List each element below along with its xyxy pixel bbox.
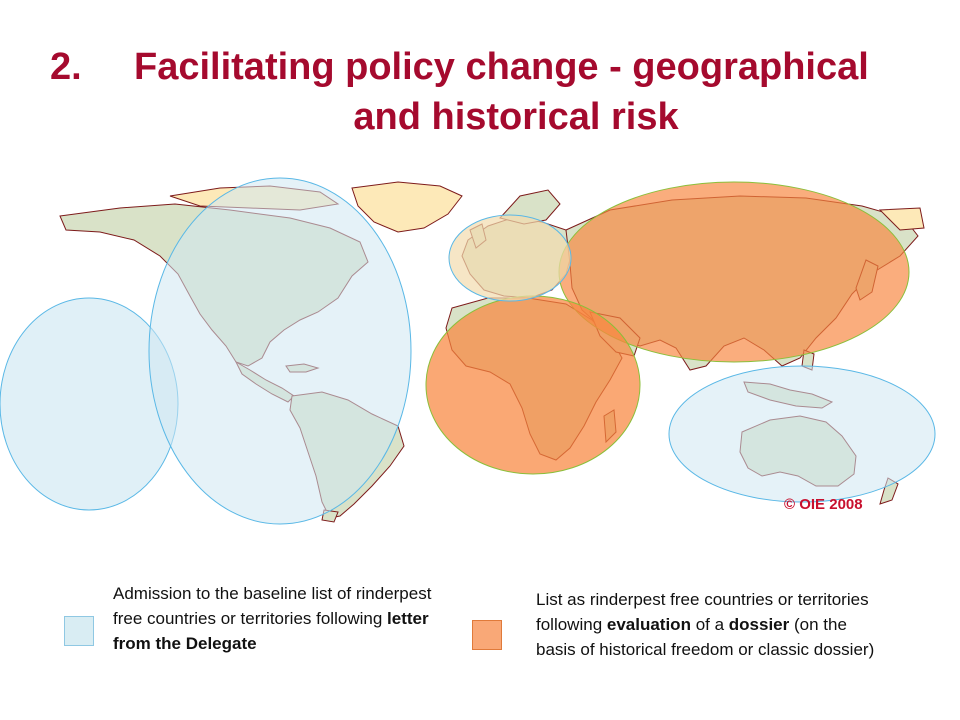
legend-orange-bold-1: evaluation (606, 615, 691, 634)
title-number: 2. (50, 46, 82, 88)
title-line-1: Facilitating policy change - geographica… (134, 46, 869, 88)
orange-zones (425, 181, 910, 475)
blue-zone-americas (148, 177, 412, 525)
land-greenland (351, 181, 463, 233)
blue-zone-oceania (668, 365, 936, 503)
orange-zone-africa (425, 295, 641, 475)
land-arctic-russia (878, 207, 925, 231)
blue-zones (0, 177, 936, 525)
legend-orange-bold-2: dossier (728, 615, 790, 634)
land-new-zealand (879, 477, 899, 505)
legend-text-blue: Admission to the baseline list of rinder… (113, 581, 453, 656)
legend-text-orange: List as rinderpest free countries or ter… (536, 587, 886, 662)
legend-orange-text-3: (on the basis of historical freedom or c… (536, 615, 875, 659)
legend-orange-text-2: of a (690, 615, 729, 634)
world-map: © OIE 2008 (0, 177, 936, 525)
legend-orange-text-1: List as rinderpest free countries or ter… (536, 590, 869, 634)
legend-blue-text: Admission to the baseline list of rinder… (113, 584, 432, 628)
legend-swatch-blue (64, 616, 94, 646)
title-line-2: and historical risk (353, 96, 679, 138)
europe-zone (448, 214, 572, 302)
legend-swatch-orange (472, 620, 502, 650)
map-copyright: © OIE 2008 (784, 496, 863, 513)
legend-blue-bold: letter from the Delegate (113, 609, 429, 653)
